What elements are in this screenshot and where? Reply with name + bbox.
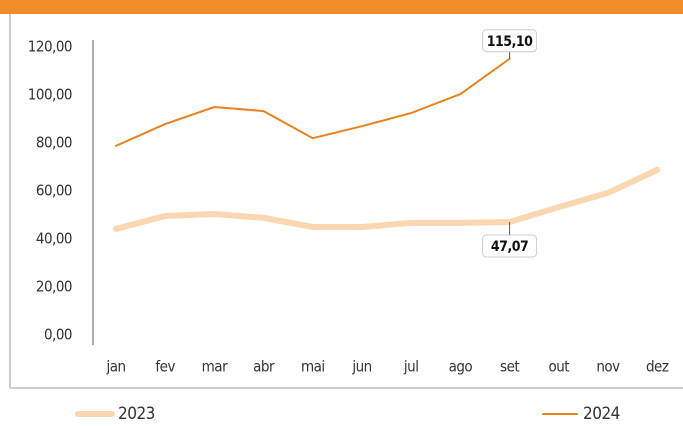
y-tick-label: 20,00 (36, 278, 72, 296)
label-box (482, 29, 538, 53)
x-tick-label: jan (105, 358, 125, 376)
x-tick-label: out (548, 358, 569, 376)
x-tick-label: set (500, 358, 519, 376)
legend-label: 2023 (118, 404, 155, 424)
series-line (113, 166, 661, 232)
data-label: 47,07 (491, 239, 528, 255)
x-tick-label: fev (155, 358, 175, 376)
series-line (115, 57, 511, 147)
x-tick-label: dez (646, 358, 669, 376)
y-tick-label: 120,00 (28, 38, 72, 56)
label-box (482, 234, 538, 258)
x-tick-label: ago (449, 358, 473, 376)
y-tick-label: 60,00 (36, 182, 72, 200)
y-tick-label: 80,00 (36, 134, 72, 152)
legend-label: 2024 (583, 404, 620, 424)
x-tick-label: mar (202, 358, 228, 376)
x-tick-label: abr (253, 358, 275, 376)
y-tick-label: 100,00 (28, 86, 72, 104)
x-tick-label: jul (403, 358, 419, 376)
data-label: 115,10 (487, 34, 533, 50)
header-bar (0, 0, 683, 14)
x-tick-label: nov (596, 358, 620, 376)
x-tick-label: jun (351, 358, 371, 376)
y-tick-label: 0,00 (44, 326, 72, 344)
x-tick-label: mai (301, 358, 325, 376)
y-tick-label: 40,00 (36, 230, 72, 248)
